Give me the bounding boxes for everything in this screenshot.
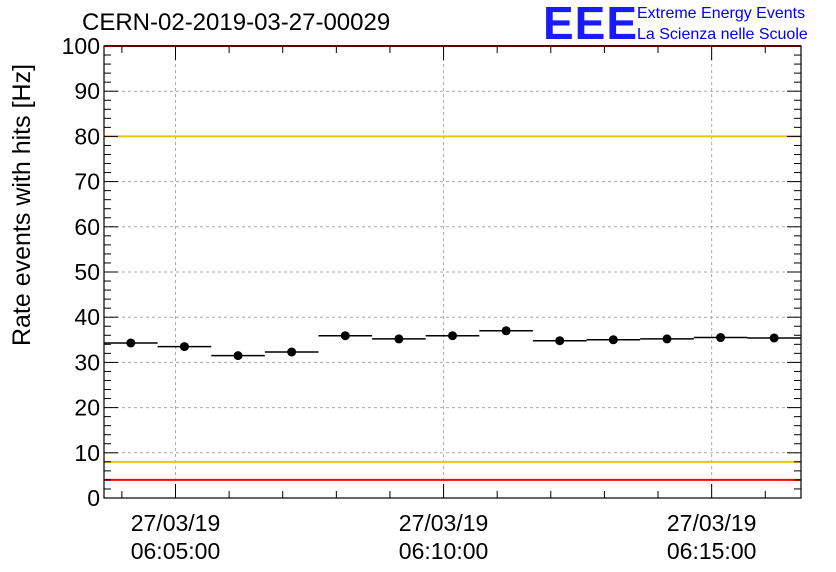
x-tick-date-label: 27/03/19 — [399, 510, 489, 536]
x-tick-time-label: 06:05:00 — [131, 538, 221, 564]
eee-logo: EEE — [543, 0, 639, 49]
y-tick-label: 0 — [87, 485, 100, 511]
y-axis-label: Rate events with hits [Hz] — [8, 64, 36, 346]
y-tick-label: 70 — [74, 169, 100, 195]
y-tick-label: 40 — [74, 304, 100, 330]
y-tick-label: 90 — [74, 78, 100, 104]
data-point — [769, 333, 779, 343]
data-points — [104, 326, 801, 361]
axis-ticks — [104, 45, 801, 499]
data-point — [340, 331, 350, 341]
y-tick-label: 10 — [74, 440, 100, 466]
data-point — [179, 342, 189, 352]
y-tick-label: 80 — [74, 123, 100, 149]
x-tick-date-label: 27/03/19 — [667, 510, 757, 536]
logo-line-2: La Scienza nelle Scuole — [637, 26, 808, 43]
tick-labels: 010203040506070809010027/03/1906:05:0027… — [62, 33, 757, 564]
data-point — [448, 331, 457, 341]
grid-lines — [104, 46, 801, 498]
data-point — [233, 351, 243, 361]
logo-caption: Extreme Energy Events La Scienza nelle S… — [637, 3, 808, 45]
y-tick-label: 50 — [74, 259, 100, 285]
data-point — [394, 334, 404, 344]
y-tick-label: 20 — [74, 395, 100, 421]
x-tick-time-label: 06:15:00 — [667, 538, 757, 564]
data-point — [501, 326, 511, 336]
x-tick-time-label: 06:10:00 — [399, 538, 489, 564]
x-tick-date-label: 27/03/19 — [131, 510, 221, 536]
y-tick-label: 60 — [74, 214, 100, 240]
data-point — [608, 335, 618, 345]
y-tick-label: 100 — [62, 33, 100, 59]
data-point — [662, 334, 672, 344]
data-point — [555, 336, 565, 346]
plot-frame — [103, 45, 802, 499]
reference-lines — [104, 45, 801, 481]
chart-title: CERN-02-2019-03-27-00029 — [82, 9, 391, 36]
data-point — [287, 347, 297, 357]
logo-line-1: Extreme Energy Events — [637, 5, 806, 22]
y-tick-label: 30 — [74, 349, 100, 375]
data-point — [716, 333, 726, 343]
data-point — [126, 338, 136, 348]
